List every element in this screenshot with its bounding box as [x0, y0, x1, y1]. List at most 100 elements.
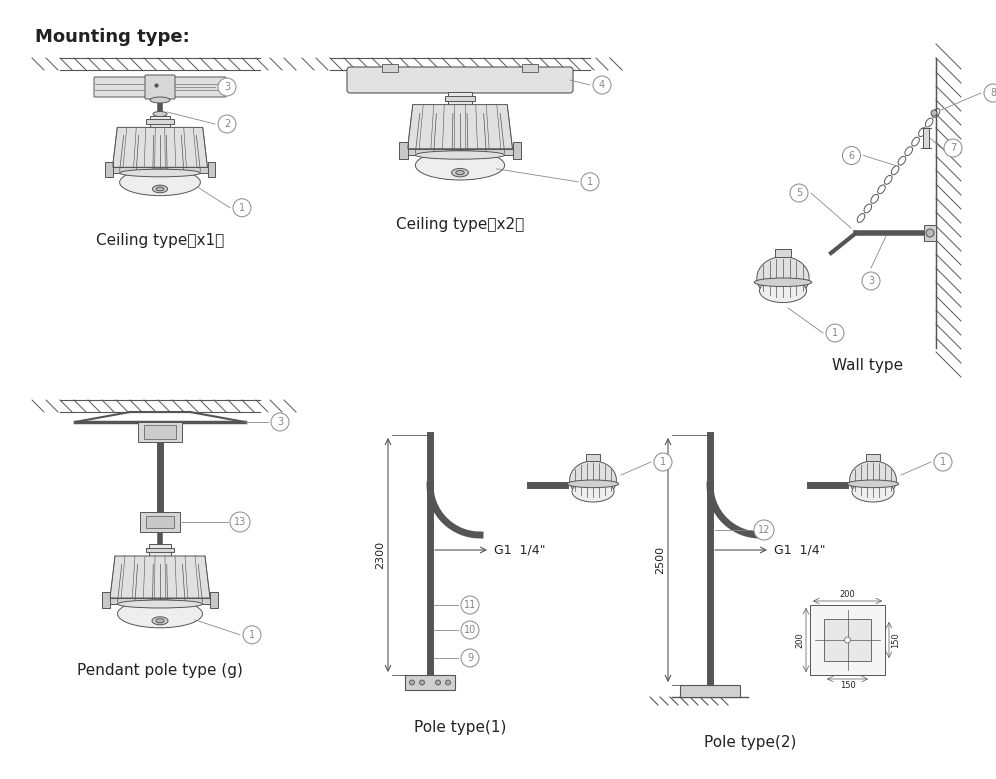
Ellipse shape	[568, 480, 619, 488]
Circle shape	[233, 199, 251, 217]
Bar	[824, 619, 871, 661]
Ellipse shape	[153, 111, 167, 117]
Text: 200: 200	[840, 590, 856, 599]
Ellipse shape	[156, 187, 163, 191]
Circle shape	[654, 453, 672, 471]
Bar	[867, 454, 879, 461]
Text: Pendant pole type (g): Pendant pole type (g)	[77, 663, 243, 678]
FancyBboxPatch shape	[347, 67, 573, 93]
Bar	[382, 64, 398, 72]
Text: 1: 1	[587, 177, 593, 187]
Circle shape	[435, 680, 440, 685]
Bar	[923, 128, 929, 148]
FancyBboxPatch shape	[94, 77, 226, 97]
Text: Mounting type:: Mounting type:	[35, 28, 190, 46]
Bar	[448, 92, 471, 104]
Circle shape	[409, 680, 414, 685]
Circle shape	[461, 621, 479, 639]
Text: 3: 3	[277, 417, 283, 427]
Circle shape	[445, 680, 450, 685]
Text: Pole type(2): Pole type(2)	[704, 735, 796, 750]
Text: 12: 12	[758, 525, 770, 535]
Bar	[144, 425, 176, 439]
Text: 150: 150	[891, 632, 900, 648]
Circle shape	[271, 413, 289, 431]
Ellipse shape	[150, 97, 170, 103]
Bar	[146, 516, 174, 528]
Circle shape	[243, 626, 261, 643]
Ellipse shape	[757, 256, 809, 299]
Text: 4: 4	[599, 80, 605, 90]
Ellipse shape	[456, 171, 464, 174]
Bar	[145, 548, 174, 552]
Circle shape	[843, 146, 861, 164]
Circle shape	[790, 184, 808, 202]
Bar	[513, 143, 521, 159]
Text: 200: 200	[795, 632, 804, 648]
Bar	[399, 149, 521, 155]
Ellipse shape	[570, 461, 617, 499]
Text: 13: 13	[234, 517, 246, 527]
Bar	[405, 675, 455, 690]
Bar	[399, 143, 407, 159]
Circle shape	[862, 272, 880, 290]
Text: 1: 1	[239, 203, 245, 213]
Bar	[149, 116, 170, 128]
Text: 1: 1	[940, 457, 946, 467]
Circle shape	[218, 115, 236, 133]
Text: 150: 150	[840, 681, 856, 690]
Bar	[522, 64, 538, 72]
Text: G1  1/4": G1 1/4"	[494, 544, 546, 556]
Circle shape	[461, 649, 479, 667]
Bar	[445, 96, 475, 100]
Bar	[146, 119, 173, 124]
Ellipse shape	[152, 185, 167, 192]
Circle shape	[230, 512, 250, 532]
Bar	[680, 685, 740, 697]
Circle shape	[984, 84, 996, 102]
Circle shape	[754, 520, 774, 540]
Bar	[776, 249, 791, 256]
Ellipse shape	[848, 480, 898, 488]
Bar	[138, 422, 182, 442]
Bar	[102, 592, 110, 608]
Ellipse shape	[760, 279, 807, 302]
Circle shape	[926, 229, 934, 237]
Circle shape	[593, 76, 611, 94]
Ellipse shape	[415, 150, 505, 180]
Polygon shape	[113, 128, 207, 167]
Text: 10: 10	[464, 625, 476, 635]
Bar	[140, 512, 180, 532]
Text: Ceiling type（x2）: Ceiling type（x2）	[395, 217, 524, 232]
Circle shape	[944, 139, 962, 157]
Circle shape	[218, 78, 236, 96]
Text: 2500: 2500	[655, 546, 665, 574]
Text: 5: 5	[796, 188, 802, 198]
Ellipse shape	[156, 619, 164, 622]
Text: Ceiling type（x1）: Ceiling type（x1）	[96, 233, 224, 248]
Text: 9: 9	[467, 653, 473, 663]
Polygon shape	[407, 104, 513, 149]
Circle shape	[419, 680, 424, 685]
Bar	[207, 161, 215, 177]
Bar	[210, 592, 218, 608]
Ellipse shape	[152, 617, 168, 625]
Bar	[102, 598, 218, 604]
Text: G1  1/4": G1 1/4"	[774, 544, 826, 556]
Text: 3: 3	[868, 276, 874, 286]
Circle shape	[934, 453, 952, 471]
Ellipse shape	[451, 168, 468, 177]
Circle shape	[461, 596, 479, 614]
Circle shape	[826, 324, 844, 342]
Circle shape	[845, 637, 851, 643]
Text: 1: 1	[249, 629, 255, 640]
Text: 2300: 2300	[375, 541, 385, 569]
Ellipse shape	[120, 169, 200, 177]
Ellipse shape	[120, 169, 200, 196]
Bar	[587, 454, 600, 461]
Text: 1: 1	[832, 328, 838, 338]
Polygon shape	[110, 556, 210, 598]
Text: Wall type: Wall type	[833, 358, 903, 373]
Text: 1: 1	[660, 457, 666, 467]
Ellipse shape	[754, 278, 812, 287]
